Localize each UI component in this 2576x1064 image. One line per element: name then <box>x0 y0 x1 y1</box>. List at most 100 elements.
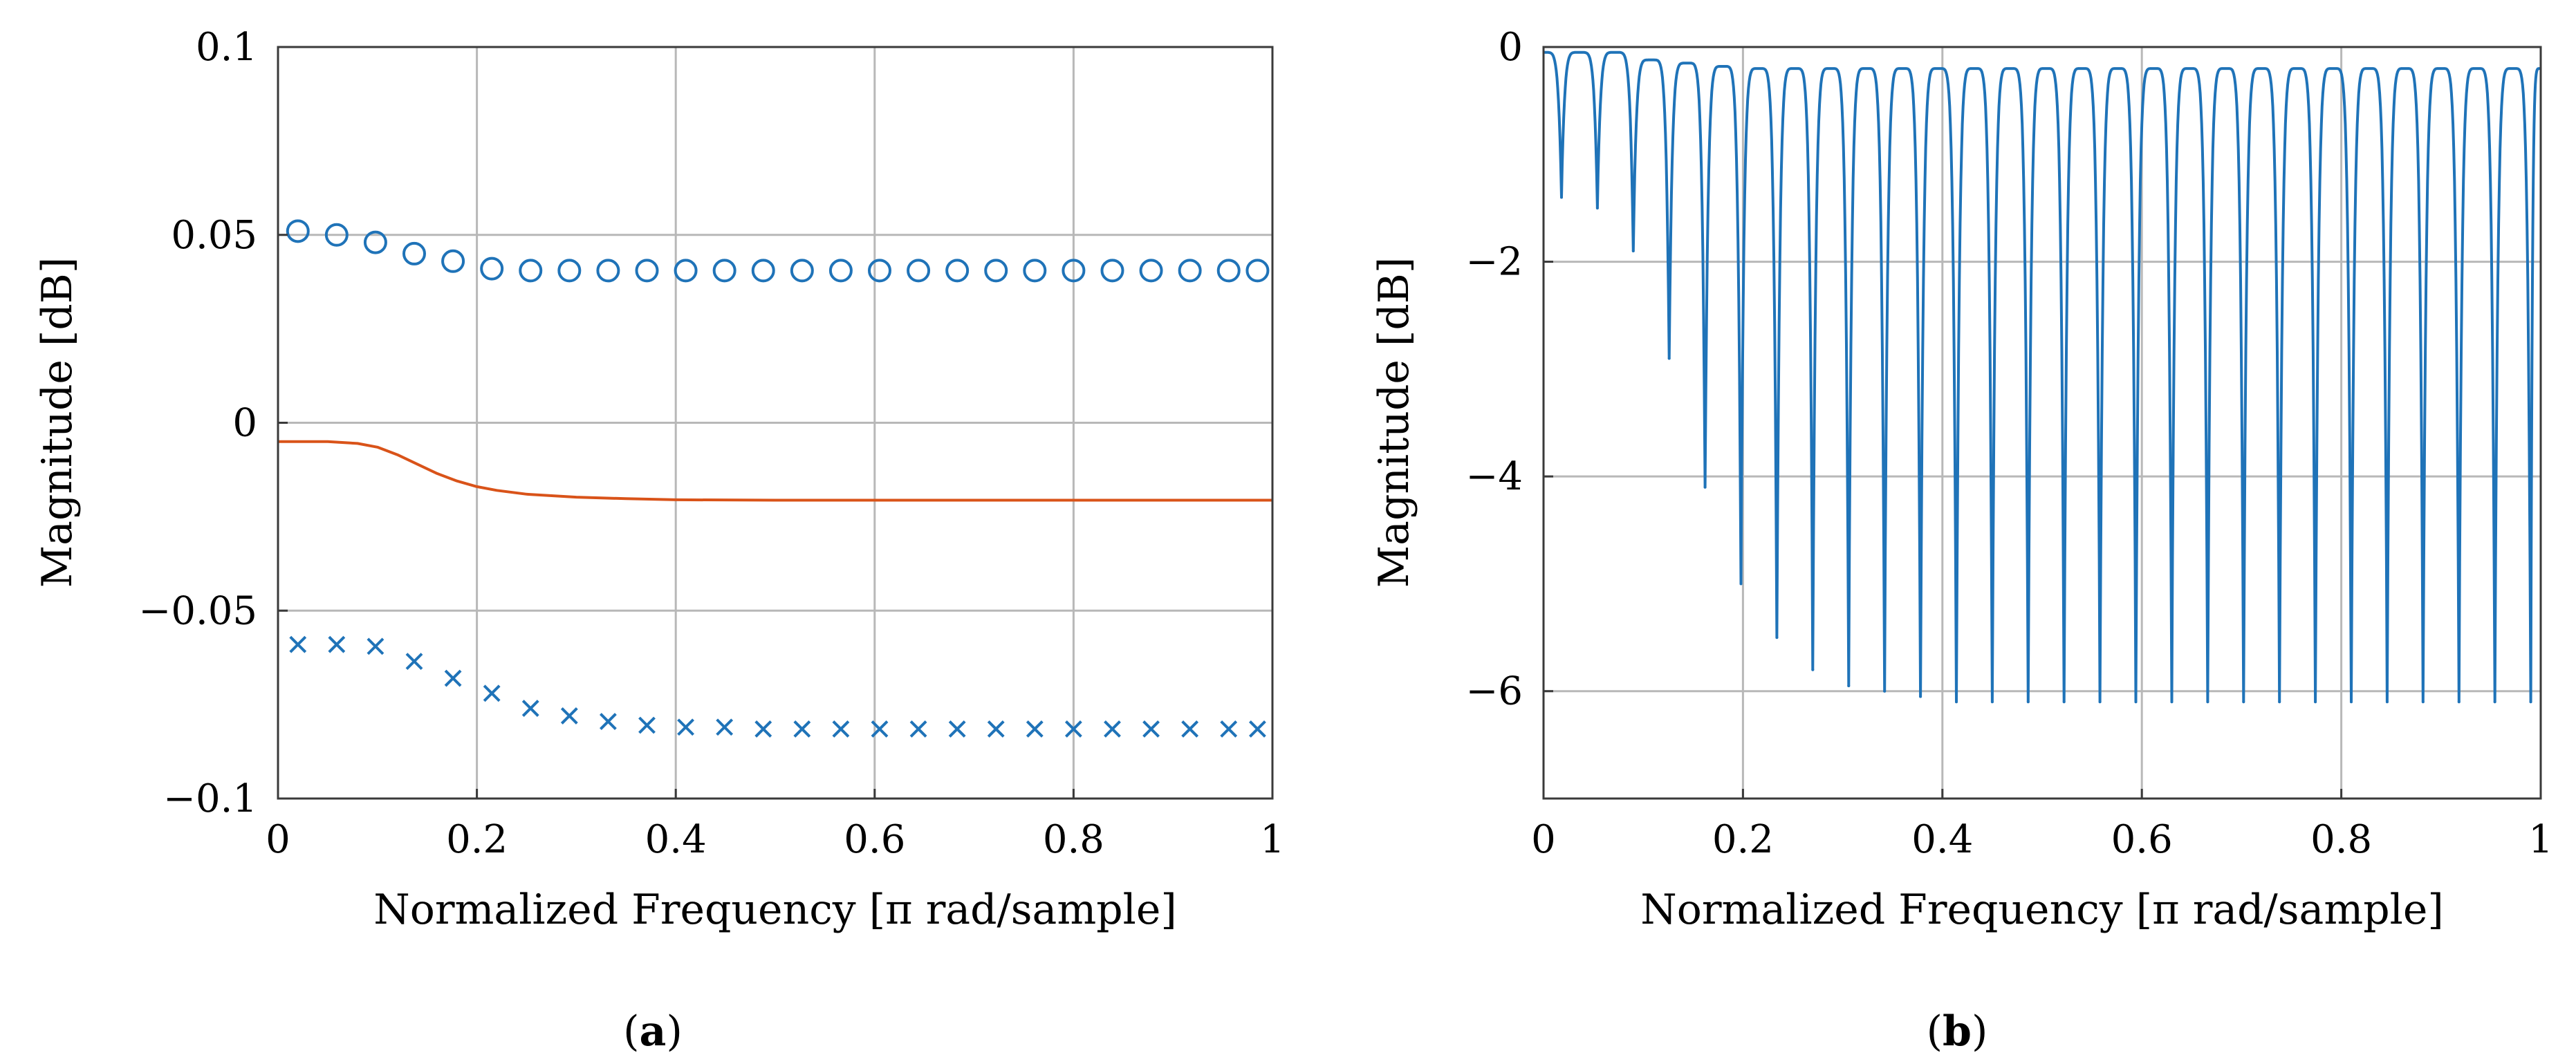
panel-b-comb-response-line <box>1543 50 2542 704</box>
panel-b-notch-point <box>1954 700 1958 704</box>
panel-a: 0 0.2 0.4 0.6 0.8 1 −0.1 −0.05 0 0.05 0.1 Normaliz… <box>33 25 1285 1056</box>
panel-b-notch-point <box>2170 700 2174 704</box>
panel-a-lower-bound-marker <box>987 720 1005 738</box>
panel-a-lower-bound-marker <box>1181 720 1199 738</box>
panel-b-notch-point <box>1703 485 1707 489</box>
panel-a-upper-bound-marker <box>674 259 698 283</box>
panel-a-lower-bound-marker <box>909 720 927 738</box>
panel-b-caption-letter: b <box>1943 1007 1972 1056</box>
panel-b-y-tick-label: −4 <box>1465 454 1523 499</box>
panel-b-notch-point <box>2206 700 2209 704</box>
panel-a-y-axis-label: Magnitude [dB] <box>33 257 82 588</box>
panel-a-x-tick-label: 0.8 <box>1043 817 1104 862</box>
panel-b-ticks: 0 0.2 0.4 0.6 0.8 1 −6 −4 −2 0 <box>1465 25 2552 862</box>
panel-a-y-tick-label: −0.1 <box>163 776 257 821</box>
panel-b-notch-point <box>1883 689 1887 693</box>
panel-b-y-tick-label: −6 <box>1465 669 1523 714</box>
panel-a-lower-bound-marker <box>1104 720 1121 738</box>
panel-b-x-tick-label: 0.2 <box>1712 817 1774 862</box>
panel-a-ticks: 0 0.2 0.4 0.6 0.8 1 −0.1 −0.05 0 0.05 0.1 <box>138 25 1284 862</box>
panel-a-upper-bound-marker <box>1023 259 1047 283</box>
panel-a-lower-bound-marker <box>444 669 462 687</box>
panel-b-notch-point <box>1919 695 1922 698</box>
panel-b-caption: (b) <box>1927 1007 1988 1056</box>
panel-a-upper-bound-marker <box>402 241 427 265</box>
panel-a-upper-bound-marker <box>1245 259 1270 283</box>
panel-a-y-tick-label: −0.05 <box>138 588 257 633</box>
panel-b-notch-point <box>2350 700 2353 704</box>
panel-a-upper-bound-marker <box>480 256 504 281</box>
panel-a-lower-bound-marker <box>638 716 656 734</box>
panel-a-upper-bound-marker <box>635 259 659 283</box>
panel-a-upper-bound-marker <box>363 230 387 254</box>
panel-a-lower-bound-marker <box>405 653 423 671</box>
panel-a-upper-bound-marker <box>1216 259 1241 283</box>
panel-a-upper-bound-marker <box>712 259 736 283</box>
panel-a-lower-bound-marker <box>1064 720 1082 738</box>
panel-a-caption-letter: a <box>640 1007 667 1056</box>
panel-a-mean-response-line <box>278 440 1272 502</box>
panel-a-x-axis-label: Normalized Frequency [π rad/sample] <box>373 886 1177 934</box>
panel-b-series <box>1543 50 2542 704</box>
panel-a-lower-bound-marker <box>832 720 850 738</box>
panel-a-series <box>278 219 1272 738</box>
panel-a-x-tick-label: 1 <box>1260 817 1285 862</box>
panel-a-upper-bound-marker <box>828 259 853 283</box>
panel-a-upper-bound-marker <box>790 259 814 283</box>
panel-b-notch-point <box>1811 668 1815 671</box>
panel-a-lower-bound-marker <box>1220 720 1238 738</box>
panel-a-x-tick-label: 0.6 <box>844 817 905 862</box>
panel-b-notch-point <box>2062 700 2066 704</box>
panel-a-caption: (a) <box>623 1007 683 1056</box>
panel-b-x-tick-label: 1 <box>2528 817 2553 862</box>
panel-b: 0 0.2 0.4 0.6 0.8 1 −6 −4 −2 0 Normalized Frequen… <box>1370 25 2553 1056</box>
panel-a-upper-bound-marker <box>1100 259 1124 283</box>
panel-a-upper-bound-marker <box>1062 259 1086 283</box>
panel-b-notch-point <box>1631 250 1635 253</box>
panel-b-notch-point <box>2098 700 2102 704</box>
panel-a-lower-bound-marker <box>560 707 578 725</box>
panel-a-upper-bound-marker <box>907 259 931 283</box>
panel-a-upper-bound-marker <box>984 259 1008 283</box>
panel-a-y-tick-label: 0.05 <box>171 213 257 258</box>
panel-a-upper-bound-marker <box>441 249 465 273</box>
panel-a-upper-bound-marker <box>1139 259 1163 283</box>
panel-a-y-tick-label: 0 <box>232 401 257 446</box>
panel-a-lower-bound-marker <box>677 718 694 736</box>
panel-b-x-tick-label: 0 <box>1531 817 1556 862</box>
panel-a-x-tick-label: 0.2 <box>446 817 508 862</box>
panel-a-lower-bound-marker <box>754 720 772 738</box>
panel-a-lower-bound-marker <box>871 720 889 738</box>
panel-a-lower-bound-marker <box>1249 720 1266 738</box>
panel-a-upper-bound-marker <box>519 259 543 283</box>
panel-b-notch-point <box>1667 357 1671 360</box>
panel-a-lower-bound-marker <box>521 700 539 717</box>
panel-b-x-tick-label: 0.8 <box>2310 817 2372 862</box>
panel-a-lower-bound-marker <box>948 720 966 738</box>
panel-a-x-tick-label: 0 <box>266 817 290 862</box>
panel-b-notch-point <box>2493 700 2496 704</box>
panel-b-notch-point <box>2242 700 2245 704</box>
panel-a-lower-bound-marker <box>289 635 307 653</box>
panel-a-lower-bound-marker <box>793 720 811 738</box>
panel-b-x-tick-label: 0.6 <box>2111 817 2173 862</box>
panel-a-lower-bound-marker <box>367 637 384 655</box>
panel-b-notch-point <box>2457 700 2461 704</box>
panel-a-upper-bound-marker <box>751 259 775 283</box>
panel-a-lower-bound-marker <box>1142 720 1160 738</box>
panel-a-lower-bound-marker <box>483 684 501 702</box>
panel-a-upper-bound-marker <box>324 223 349 247</box>
panel-a-upper-bound-marker <box>867 259 891 283</box>
panel-b-notch-point <box>2314 700 2317 704</box>
panel-a-upper-bound-marker <box>557 259 582 283</box>
panel-b-notch-point <box>2026 700 2030 704</box>
panel-a-upper-bound-marker <box>596 259 620 283</box>
panel-b-notch-point <box>1559 196 1563 199</box>
panel-b-notch-point <box>1595 206 1599 209</box>
panel-b-notch-point <box>1775 636 1779 640</box>
panel-a-upper-bound-marker <box>286 219 310 243</box>
panel-b-notch-point <box>1847 684 1851 687</box>
panel-a-lower-bound-marker <box>716 718 734 736</box>
panel-b-x-tick-label: 0.4 <box>1911 817 1973 862</box>
panel-b-y-axis-label: Magnitude [dB] <box>1370 257 1418 588</box>
